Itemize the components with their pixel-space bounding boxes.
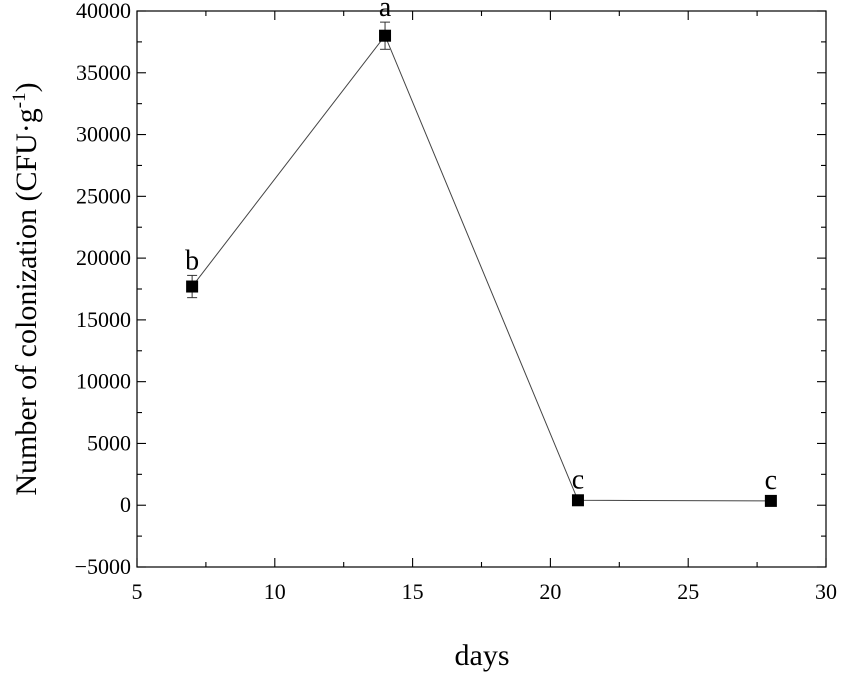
y-tick-label: 30000	[76, 122, 131, 147]
y-tick-label: 5000	[87, 430, 131, 455]
data-label: c	[572, 464, 584, 495]
x-tick-label: 30	[815, 579, 837, 604]
data-point	[186, 280, 199, 293]
y-axis-title: Number of colonization (CFU·g-1)	[9, 82, 43, 495]
x-tick-label: 20	[539, 579, 561, 604]
x-tick-label: 10	[264, 579, 286, 604]
data-point	[764, 494, 777, 507]
x-axis-title: days	[455, 639, 510, 672]
y-axis-title-superscript: -1	[9, 92, 30, 108]
y-axis-title-close: )	[10, 82, 43, 92]
y-tick-label: 0	[120, 492, 131, 517]
x-tick-label: 5	[132, 579, 143, 604]
y-tick-label: 20000	[76, 245, 131, 270]
y-tick-label: 10000	[76, 369, 131, 394]
data-point	[379, 29, 392, 42]
data-label: c	[765, 465, 777, 496]
y-tick-label: 25000	[76, 183, 131, 208]
y-tick-label: 15000	[76, 307, 131, 332]
x-tick-label: 15	[402, 579, 424, 604]
series-line	[191, 34, 771, 502]
y-tick-label: 35000	[76, 60, 131, 85]
y-tick-label: −5000	[75, 554, 131, 579]
series-layer: bac c	[185, 0, 777, 507]
x-tick-label: 25	[677, 579, 699, 604]
plot-frame	[136, 10, 827, 568]
y-axis-title-main: Number of colonization (CFU·g	[10, 108, 43, 495]
data-label: b	[185, 245, 199, 276]
data-point	[571, 494, 584, 507]
y-tick-label: 40000	[76, 0, 131, 23]
ticks-layer: 5 10 15 20 25 30 −5000 0 5000 10000 15000 20000 2500…	[75, 0, 837, 604]
